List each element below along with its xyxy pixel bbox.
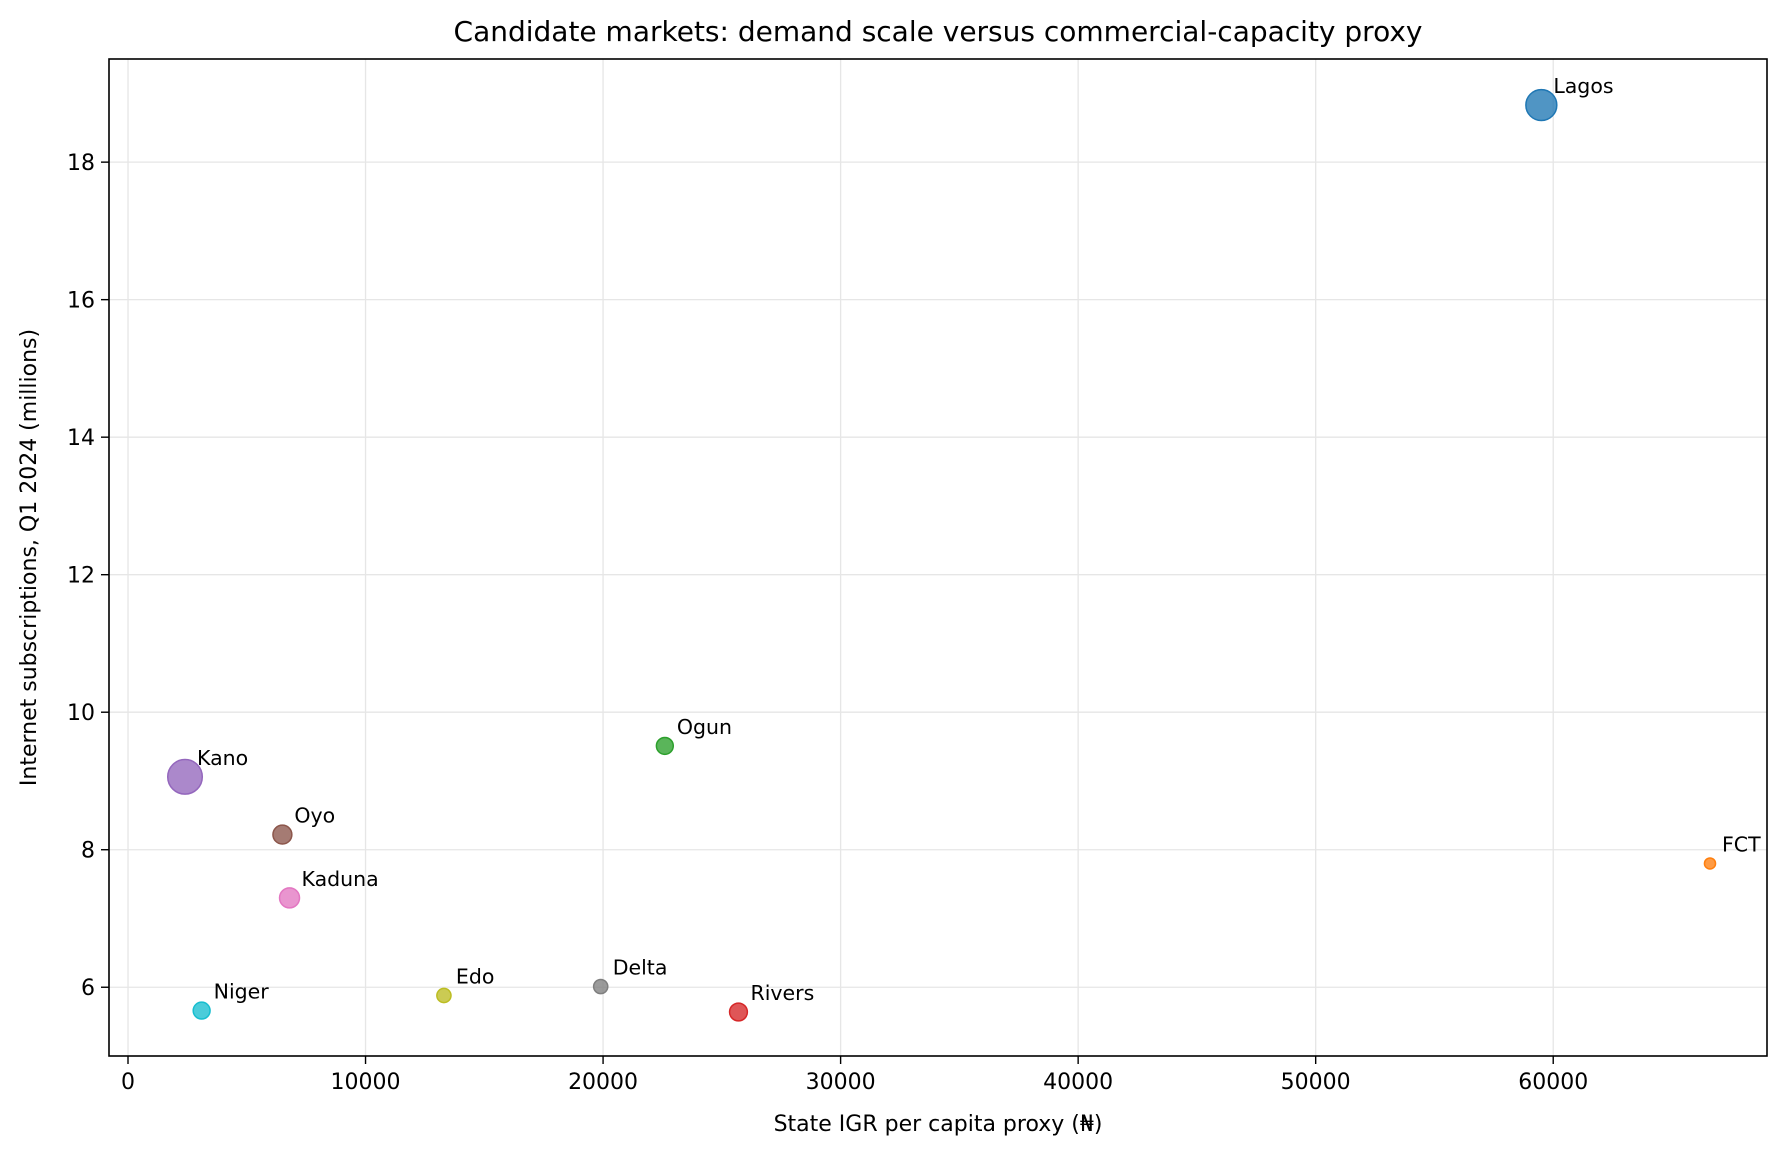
x-tick-label: 30000 xyxy=(806,1070,876,1095)
data-point-oyo xyxy=(272,824,293,845)
point-label-kaduna: Kaduna xyxy=(302,867,379,891)
point-label-rivers: Rivers xyxy=(750,981,814,1005)
x-axis-label: State IGR per capita proxy (₦) xyxy=(774,1112,1103,1137)
point-label-lagos: Lagos xyxy=(1553,74,1613,98)
point-label-kano: Kano xyxy=(197,746,248,770)
x-tick-label: 40000 xyxy=(1043,1070,1113,1095)
y-tick-label: 14 xyxy=(67,426,95,451)
x-tick-label: 10000 xyxy=(331,1070,401,1095)
x-axis-ticks: 0 10000 20000 30000 40000 50000 60000 xyxy=(121,1056,1588,1095)
x-tick-label: 50000 xyxy=(1281,1070,1351,1095)
y-tick-label: 18 xyxy=(67,151,95,176)
data-point-kano xyxy=(166,758,204,795)
y-tick-label: 6 xyxy=(81,976,95,1001)
x-tick-label: 60000 xyxy=(1518,1070,1588,1095)
y-axis-ticks: 6 8 10 12 14 16 18 xyxy=(67,151,109,1001)
data-point-lagos xyxy=(1525,88,1558,122)
data-point-kaduna xyxy=(278,887,301,909)
data-point-edo xyxy=(436,987,452,1004)
data-point-fct xyxy=(1703,857,1717,870)
data-point-delta xyxy=(592,978,609,995)
y-tick-label: 12 xyxy=(67,564,95,589)
point-label-edo: Edo xyxy=(456,964,495,988)
data-point-niger xyxy=(192,1001,211,1020)
chart-title: Candidate markets: demand scale versus c… xyxy=(454,15,1423,48)
plot-frame xyxy=(108,58,1768,1057)
y-tick-label: 16 xyxy=(67,289,95,314)
data-point-rivers xyxy=(728,1002,749,1022)
data-points xyxy=(166,88,1717,1022)
point-label-delta: Delta xyxy=(613,956,668,980)
data-point-ogun xyxy=(655,736,675,756)
point-label-niger: Niger xyxy=(214,980,270,1004)
y-tick-label: 8 xyxy=(81,839,95,864)
x-tick-label: 0 xyxy=(121,1070,135,1095)
x-tick-label: 20000 xyxy=(568,1070,638,1095)
point-label-ogun: Ogun xyxy=(677,715,732,739)
point-labels: Lagos FCT Ogun Rivers Kano Oyo Kaduna Delta Edo N… xyxy=(197,74,1761,1005)
grid-lines xyxy=(109,59,1767,1056)
y-tick-label: 10 xyxy=(67,701,95,726)
point-label-fct: FCT xyxy=(1722,832,1761,856)
y-axis-label: Internet subscriptions, Q1 2024 (million… xyxy=(17,329,42,786)
point-label-oyo: Oyo xyxy=(294,804,335,828)
